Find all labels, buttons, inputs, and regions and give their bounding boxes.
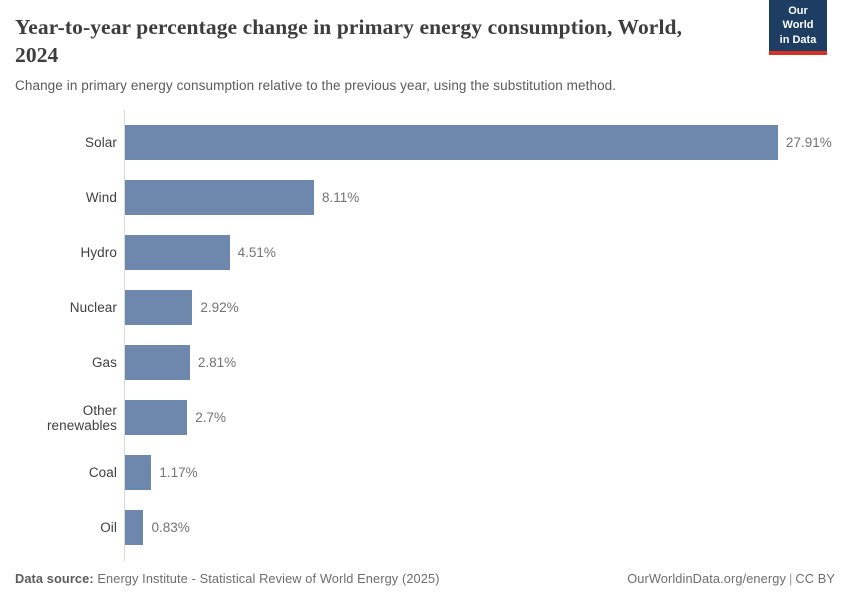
bar-hydro[interactable] bbox=[124, 235, 230, 271]
category-label: Hydro bbox=[80, 245, 117, 261]
bar-area: 0.83% bbox=[124, 500, 835, 555]
data-source: Data source: Energy Institute - Statisti… bbox=[15, 571, 440, 586]
value-label: 2.92% bbox=[200, 300, 239, 316]
value-label: 1.17% bbox=[159, 465, 198, 481]
value-label: 0.83% bbox=[151, 520, 190, 536]
category-label: Other renewables bbox=[46, 402, 117, 433]
credit-license: CC BY bbox=[795, 571, 835, 586]
bar-row: Gas 2.81% bbox=[15, 335, 835, 390]
bar-oil[interactable] bbox=[124, 510, 144, 546]
bar-wind[interactable] bbox=[124, 180, 315, 216]
value-label: 4.51% bbox=[237, 245, 276, 261]
bar-chart: Solar 27.91% Wind 8.11% Hydro 4.51% Nuclear 2.9… bbox=[15, 110, 835, 562]
data-source-text: Energy Institute - Statistical Review of… bbox=[97, 571, 440, 586]
bar-area: 27.91% bbox=[124, 115, 835, 170]
category-label: Solar bbox=[84, 135, 117, 151]
bar-nuclear[interactable] bbox=[124, 290, 193, 326]
chart-header: Year-to-year percentage change in primar… bbox=[15, 0, 835, 93]
bar-area: 4.51% bbox=[124, 225, 835, 280]
bar-area: 2.7% bbox=[124, 390, 835, 445]
value-label: 27.91% bbox=[785, 135, 832, 151]
bar-row: Hydro 4.51% bbox=[15, 225, 835, 280]
credit-separator: | bbox=[788, 571, 793, 586]
bar-row: Oil 0.83% bbox=[15, 500, 835, 555]
data-source-label: Data source: bbox=[15, 571, 94, 586]
owid-logo-stripe bbox=[769, 50, 827, 55]
chart-subtitle: Change in primary energy consumption rel… bbox=[15, 78, 617, 94]
owid-logo-box: Our World in Data bbox=[769, 0, 827, 51]
category-label: Coal bbox=[88, 465, 117, 481]
credit-link: OurWorldinData.org/energy bbox=[627, 571, 786, 586]
category-label: Nuclear bbox=[69, 300, 117, 316]
bar-row: Other renewables 2.7% bbox=[15, 390, 835, 445]
chart-footer: Data source: Energy Institute - Statisti… bbox=[15, 571, 835, 586]
value-label: 8.11% bbox=[322, 190, 360, 206]
value-label: 2.81% bbox=[197, 355, 237, 371]
bar-coal[interactable] bbox=[124, 455, 152, 491]
bar-rows: Solar 27.91% Wind 8.11% Hydro 4.51% Nuclear 2.9… bbox=[15, 115, 835, 555]
bar-area: 2.92% bbox=[124, 280, 835, 335]
bar-gas[interactable] bbox=[124, 345, 190, 381]
owid-logo: Our World in Data bbox=[769, 0, 827, 55]
y-axis-line bbox=[124, 110, 125, 562]
bar-row: Wind 8.11% bbox=[15, 170, 835, 225]
category-label: Wind bbox=[85, 190, 117, 206]
bar-area: 8.11% bbox=[124, 170, 835, 225]
value-label: 2.7% bbox=[195, 410, 227, 426]
bar-area: 1.17% bbox=[124, 445, 835, 500]
owid-logo-line2: in Data bbox=[779, 33, 817, 46]
bar-other-renewables[interactable] bbox=[124, 400, 188, 436]
category-label: Gas bbox=[91, 355, 117, 371]
chart-title: Year-to-year percentage change in primar… bbox=[15, 15, 683, 67]
credit-line: OurWorldinData.org/energy | CC BY bbox=[627, 571, 835, 586]
category-label: Oil bbox=[100, 520, 117, 536]
bar-row: Coal 1.17% bbox=[15, 445, 835, 500]
bar-solar[interactable] bbox=[124, 125, 778, 161]
bar-area: 2.81% bbox=[124, 335, 835, 390]
owid-logo-line1: Our World bbox=[782, 5, 814, 32]
bar-row: Nuclear 2.92% bbox=[15, 280, 835, 335]
bar-row: Solar 27.91% bbox=[15, 115, 835, 170]
